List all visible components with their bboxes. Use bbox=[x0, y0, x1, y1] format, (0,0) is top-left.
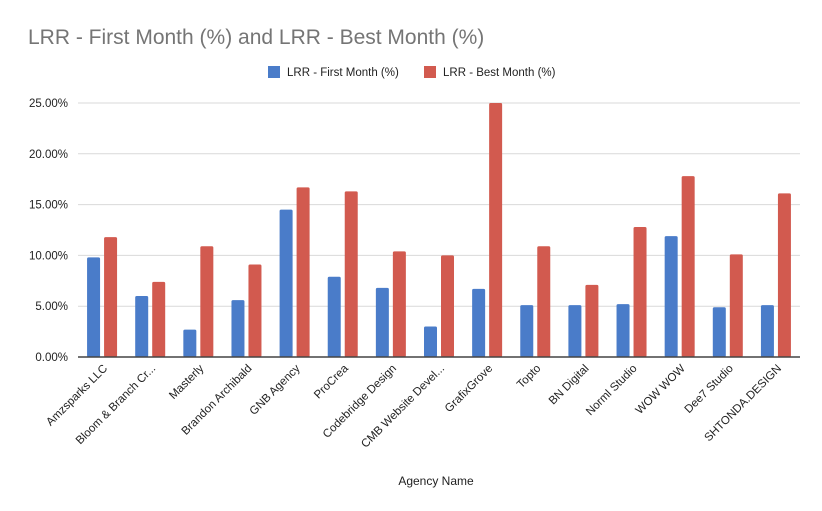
bar bbox=[104, 237, 118, 357]
bar bbox=[248, 264, 262, 357]
bar bbox=[279, 209, 293, 357]
bar bbox=[87, 257, 101, 357]
x-tick-label: GrafixGrove bbox=[443, 363, 495, 415]
bar bbox=[392, 251, 406, 357]
x-tick-label: Masterly bbox=[167, 362, 206, 401]
bar bbox=[585, 284, 599, 357]
y-tick-label: 25.00% bbox=[29, 98, 68, 110]
legend-label: LRR - First Month (%) bbox=[287, 67, 399, 79]
bar bbox=[777, 193, 791, 357]
bar bbox=[231, 300, 245, 357]
bar bbox=[424, 326, 437, 357]
bar bbox=[152, 281, 166, 357]
bar bbox=[712, 307, 726, 357]
x-tick-label: WOW WOW bbox=[634, 363, 688, 417]
x-tick-label: Norml Studio bbox=[584, 363, 639, 418]
bar bbox=[520, 305, 534, 357]
bar bbox=[200, 246, 214, 357]
y-tick-label: 5.00% bbox=[35, 301, 68, 313]
x-tick-label: ProCrea bbox=[312, 362, 351, 401]
legend-swatch bbox=[424, 66, 436, 78]
bar bbox=[537, 246, 551, 357]
bar bbox=[441, 255, 454, 357]
bar bbox=[664, 236, 678, 357]
x-axis-title: Agency Name bbox=[398, 474, 474, 488]
bar bbox=[616, 304, 630, 357]
chart-title: LRR - First Month (%) and LRR - Best Mon… bbox=[28, 26, 485, 49]
x-tick-label: Bloom & Branch Cr... bbox=[74, 363, 158, 447]
bar bbox=[327, 276, 341, 357]
bar bbox=[568, 305, 582, 357]
x-tick-label: Dee7 Studio bbox=[683, 363, 736, 416]
bar bbox=[135, 296, 149, 357]
x-tick-label: BN Digital bbox=[547, 363, 592, 408]
y-tick-label: 0.00% bbox=[35, 352, 68, 364]
x-tick-label: Topto bbox=[515, 363, 543, 391]
y-tick-label: 10.00% bbox=[29, 250, 68, 262]
bar bbox=[729, 254, 743, 357]
legend-label: LRR - Best Month (%) bbox=[443, 67, 556, 79]
legend-swatch bbox=[268, 66, 280, 78]
bar bbox=[296, 187, 310, 357]
x-tick-label: CMB Website Devel... bbox=[359, 363, 447, 451]
bar bbox=[633, 226, 647, 357]
bar bbox=[472, 288, 486, 357]
y-tick-label: 15.00% bbox=[29, 200, 68, 212]
y-tick-label: 20.00% bbox=[29, 149, 68, 161]
bar bbox=[681, 176, 695, 357]
x-tick-label: GNB Agency bbox=[248, 362, 303, 417]
bar bbox=[489, 103, 503, 357]
bar bbox=[183, 329, 197, 357]
bar bbox=[344, 191, 358, 357]
bar bbox=[760, 305, 774, 357]
bar bbox=[375, 287, 389, 357]
